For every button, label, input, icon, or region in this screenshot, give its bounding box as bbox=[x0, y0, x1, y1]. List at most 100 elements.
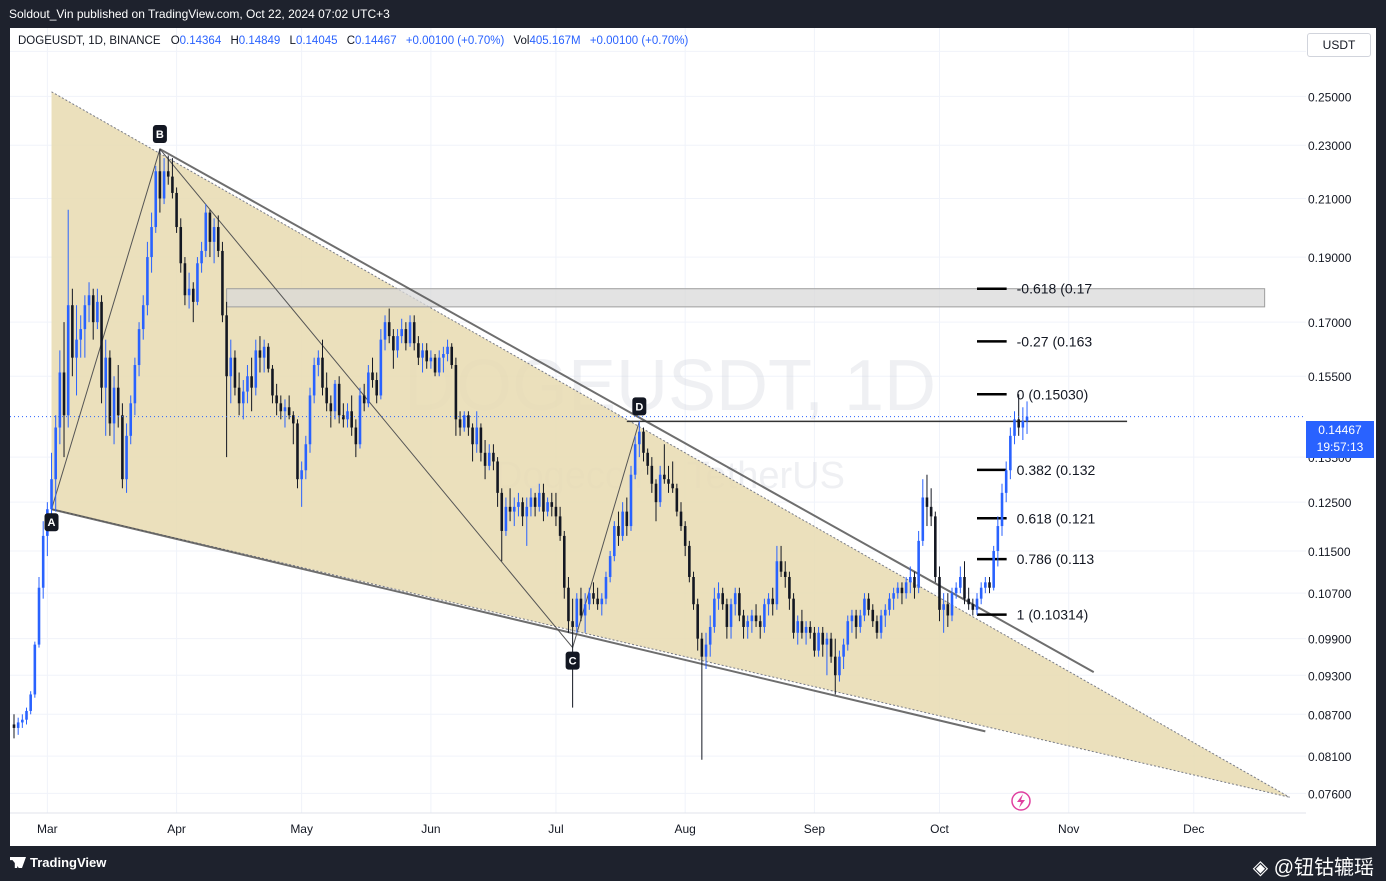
candle-body bbox=[433, 357, 437, 373]
candle bbox=[575, 593, 579, 633]
candle bbox=[408, 315, 412, 347]
candle-body bbox=[325, 387, 328, 404]
candle bbox=[1004, 461, 1008, 503]
candle bbox=[775, 545, 779, 610]
candle bbox=[317, 350, 320, 377]
candle bbox=[91, 288, 95, 340]
candle-body bbox=[296, 423, 299, 480]
candle bbox=[166, 155, 170, 185]
candle-body bbox=[271, 368, 274, 396]
candle-body bbox=[504, 506, 508, 531]
candle bbox=[183, 257, 187, 306]
candle bbox=[733, 587, 737, 616]
candle-body bbox=[175, 192, 178, 228]
candle-body bbox=[329, 403, 333, 412]
candle bbox=[104, 339, 108, 436]
candle bbox=[187, 272, 191, 309]
candle bbox=[137, 322, 141, 377]
candle-body bbox=[850, 615, 854, 622]
candle bbox=[1017, 394, 1020, 436]
candle bbox=[1021, 407, 1025, 441]
candle bbox=[988, 576, 991, 594]
candle-body bbox=[229, 357, 233, 377]
candle bbox=[404, 322, 408, 351]
candle bbox=[892, 587, 895, 610]
candle-body bbox=[512, 506, 516, 512]
candle-body bbox=[371, 372, 374, 381]
candle-body bbox=[54, 427, 57, 480]
candle-body bbox=[308, 395, 312, 445]
candle-body bbox=[529, 497, 533, 507]
candle-body bbox=[942, 604, 945, 610]
candle bbox=[925, 474, 929, 527]
candle-body bbox=[896, 587, 900, 594]
candle bbox=[71, 288, 74, 377]
candle bbox=[817, 626, 820, 657]
price-axis-label: 0.21000 bbox=[1308, 192, 1352, 206]
candle-body bbox=[667, 479, 670, 484]
candle-body bbox=[367, 372, 370, 404]
resistance-zone bbox=[226, 288, 1266, 308]
candle bbox=[100, 295, 103, 404]
candle bbox=[921, 479, 925, 546]
candle-body bbox=[758, 621, 762, 627]
candle bbox=[75, 305, 78, 396]
candle bbox=[779, 545, 783, 577]
candle bbox=[275, 383, 278, 416]
candle bbox=[821, 626, 825, 657]
candle bbox=[883, 604, 887, 627]
chart-canvas[interactable]: DOGEUSDT, 1DDogecoin / TetherUS-0.618 (0… bbox=[10, 28, 1376, 846]
candle-body bbox=[779, 561, 783, 572]
candle-body bbox=[833, 656, 837, 676]
candle-body bbox=[521, 502, 524, 517]
candle bbox=[758, 615, 762, 639]
candle bbox=[696, 598, 699, 651]
candle-body bbox=[187, 288, 191, 296]
candle-body bbox=[683, 526, 687, 546]
candle bbox=[66, 209, 70, 428]
candle-body bbox=[246, 376, 249, 392]
candle-body bbox=[1017, 419, 1020, 428]
candle-body bbox=[121, 415, 124, 480]
tradingview-logo[interactable]: TradingView bbox=[10, 855, 106, 870]
candle-body bbox=[621, 511, 624, 536]
candle bbox=[842, 638, 845, 669]
candle bbox=[633, 435, 637, 480]
candle bbox=[233, 350, 237, 396]
candle bbox=[425, 343, 429, 369]
currency-button[interactable]: USDT bbox=[1307, 33, 1371, 57]
candle bbox=[62, 322, 66, 458]
time-axis-label: Mar bbox=[37, 822, 58, 836]
candle-body bbox=[788, 576, 791, 599]
candle bbox=[41, 521, 45, 599]
candle-body bbox=[66, 305, 70, 416]
chart-panel[interactable]: DOGEUSDT, 1DDogecoin / TetherUS-0.618 (0… bbox=[10, 28, 1376, 846]
candle bbox=[550, 492, 554, 517]
candle-body bbox=[91, 295, 95, 323]
price-axis-label: 0.19000 bbox=[1308, 251, 1352, 265]
symbol-label[interactable]: DOGEUSDT, 1D, BINANCE bbox=[18, 35, 161, 47]
candle-body bbox=[37, 587, 41, 645]
candle-body bbox=[233, 357, 237, 388]
candle-body bbox=[771, 598, 775, 605]
candle-body bbox=[79, 329, 82, 340]
candle-body bbox=[959, 576, 962, 588]
candle-body bbox=[688, 545, 691, 577]
candle bbox=[83, 295, 87, 358]
candle bbox=[412, 315, 416, 351]
candle-body bbox=[162, 171, 166, 199]
candle-body bbox=[854, 615, 858, 627]
candle-body bbox=[125, 435, 128, 480]
candle bbox=[704, 632, 708, 669]
pattern-point-badge bbox=[565, 651, 580, 670]
candle bbox=[871, 604, 875, 627]
candle-body bbox=[462, 415, 466, 428]
candle bbox=[287, 395, 291, 420]
price-axis-label: 0.07600 bbox=[1308, 787, 1352, 801]
candle bbox=[442, 346, 445, 373]
price-axis-label: 0.10700 bbox=[1308, 587, 1352, 601]
candle bbox=[354, 419, 358, 458]
candle bbox=[909, 566, 912, 594]
candle-body bbox=[963, 576, 966, 599]
candle-body bbox=[804, 626, 808, 633]
